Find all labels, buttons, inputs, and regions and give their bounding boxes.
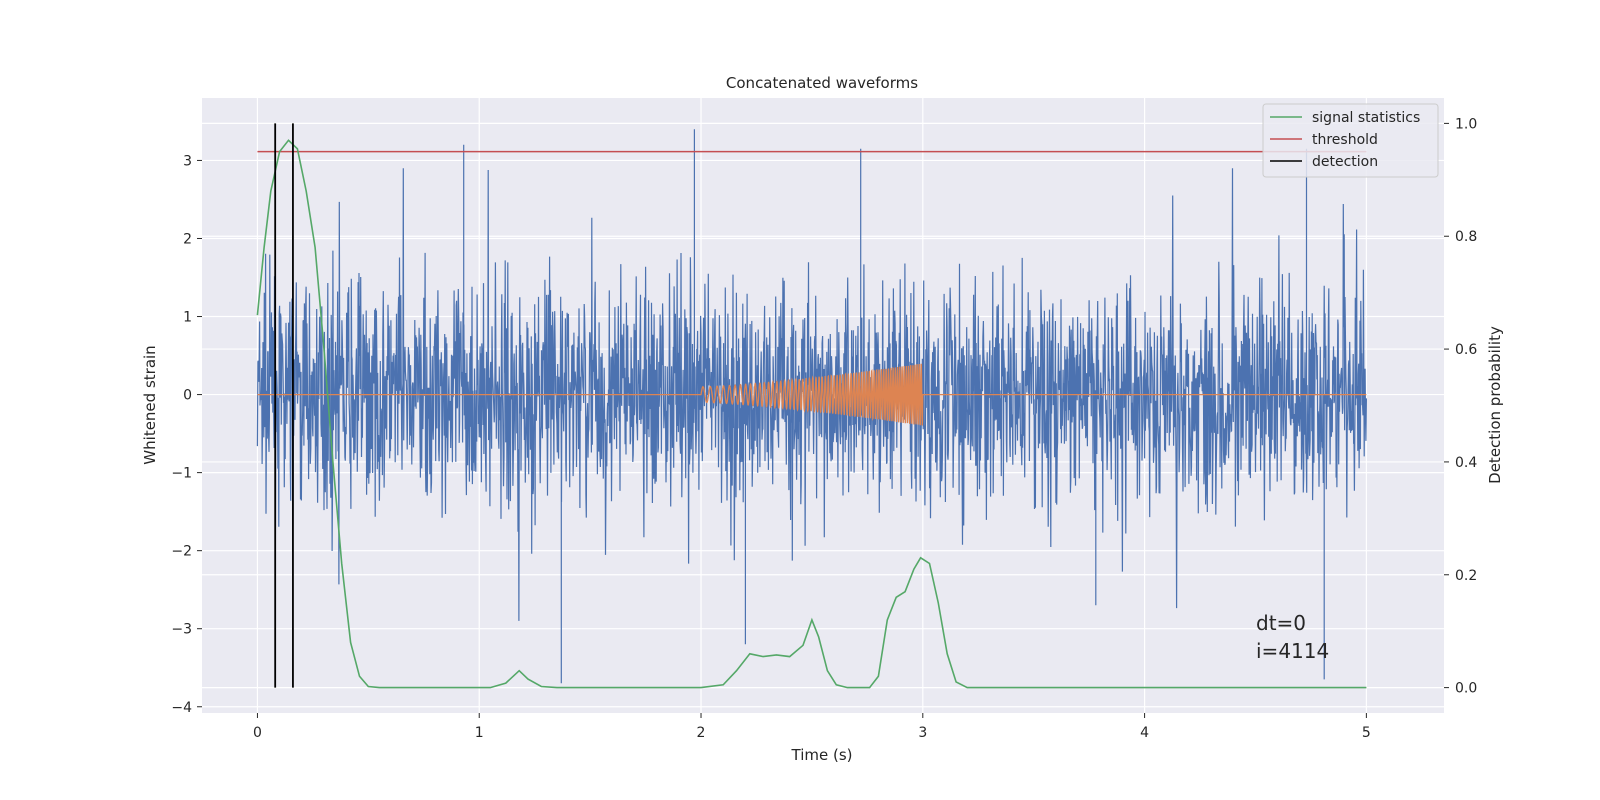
y-axis-ticks: −4 −3 −2 −1 0 1 2 3 <box>171 153 202 716</box>
y-tick-label: −4 <box>171 700 192 716</box>
y-tick-label: 3 <box>183 153 192 169</box>
chart-title: Concatenated waveforms <box>726 74 918 92</box>
y2-axis-ticks: 0.0 0.2 0.4 0.6 0.8 1.0 <box>1444 116 1477 697</box>
x-axis-ticks: 0 1 2 3 4 5 <box>253 713 1371 741</box>
x-tick-label: 3 <box>918 725 927 741</box>
legend-item-threshold: threshold <box>1312 132 1378 148</box>
legend: signal statistics threshold detection <box>1262 103 1439 178</box>
x-tick-label: 4 <box>1140 725 1149 741</box>
y2-tick-label: 0.2 <box>1455 568 1477 584</box>
annotation-index: i=4114 <box>1256 639 1329 663</box>
x-tick-label: 1 <box>475 725 484 741</box>
detection-lines <box>274 123 294 688</box>
y2-tick-label: 0.6 <box>1455 342 1477 358</box>
x-axis-label: Time (s) <box>791 746 853 764</box>
x-tick-label: 5 <box>1362 725 1371 741</box>
injected-waveform-series <box>257 363 1367 426</box>
y-tick-label: −2 <box>171 544 192 560</box>
signal-statistics-line <box>256 139 1367 689</box>
y-tick-label: −3 <box>171 622 192 638</box>
legend-item-signal-statistics: signal statistics <box>1312 110 1420 126</box>
y2-tick-label: 0.0 <box>1455 681 1477 697</box>
y2-axis-label: Detection probability <box>1486 326 1504 484</box>
y-axis-label: Whitened strain <box>141 345 159 464</box>
y2-tick-label: 0.4 <box>1455 455 1477 471</box>
x-tick-label: 0 <box>253 725 262 741</box>
y2-tick-label: 1.0 <box>1455 116 1477 132</box>
x-tick-label: 2 <box>697 725 706 741</box>
y-tick-label: 1 <box>183 310 192 326</box>
series-layer <box>256 123 1367 689</box>
y-tick-label: 0 <box>183 388 192 404</box>
annotation-dt: dt=0 <box>1256 611 1306 635</box>
y2-tick-label: 0.8 <box>1455 229 1477 245</box>
legend-item-detection: detection <box>1312 154 1378 170</box>
y-tick-label: −1 <box>171 466 192 482</box>
y-tick-label: 2 <box>183 231 192 247</box>
legend-box <box>1262 103 1439 178</box>
